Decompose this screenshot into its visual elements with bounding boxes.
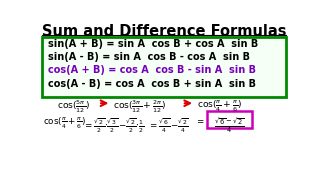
- FancyBboxPatch shape: [207, 111, 252, 128]
- Text: $\frac{\sqrt{6}-\sqrt{2}}{4}$: $\frac{\sqrt{6}-\sqrt{2}}{4}$: [214, 116, 244, 135]
- Text: $\mathrm{cos}(\frac{\pi}{4}+\frac{\pi}{6})$: $\mathrm{cos}(\frac{\pi}{4}+\frac{\pi}{6…: [196, 99, 242, 114]
- Text: cos(A - B) = cos A  cos B + sin A  sin B: cos(A - B) = cos A cos B + sin A sin B: [48, 79, 256, 89]
- Text: $=$: $=$: [195, 116, 205, 125]
- FancyBboxPatch shape: [42, 37, 286, 97]
- Text: sin(A - B) = sin A  cos B - cos A  sin B: sin(A - B) = sin A cos B - cos A sin B: [48, 52, 250, 62]
- Text: $\mathrm{cos}(\frac{3\pi}{12}+\frac{2\pi}{12})$: $\mathrm{cos}(\frac{3\pi}{12}+\frac{2\pi…: [113, 99, 166, 115]
- Text: $-\frac{\sqrt{2}}{4}$: $-\frac{\sqrt{2}}{4}$: [170, 116, 189, 135]
- Text: $\mathrm{cos}(\frac{\pi}{4}+\frac{\pi}{6})$: $\mathrm{cos}(\frac{\pi}{4}+\frac{\pi}{6…: [43, 116, 87, 131]
- Text: $\mathrm{cos}(\frac{5\pi}{12})$: $\mathrm{cos}(\frac{5\pi}{12})$: [57, 99, 90, 115]
- Text: cos(A + B) = cos A  cos B - sin A  sin B: cos(A + B) = cos A cos B - sin A sin B: [48, 66, 256, 75]
- Text: $=\frac{\sqrt{6}}{4}$: $=\frac{\sqrt{6}}{4}$: [148, 116, 171, 135]
- Text: $=\frac{\sqrt{2}}{2}{\cdot}\frac{\sqrt{3}}{2}$: $=\frac{\sqrt{2}}{2}{\cdot}\frac{\sqrt{3…: [84, 116, 119, 135]
- Text: $-\frac{\sqrt{2}}{2}{\cdot}\frac{1}{2}$: $-\frac{\sqrt{2}}{2}{\cdot}\frac{1}{2}$: [117, 116, 144, 135]
- Text: sin(A + B) = sin A  cos B + cos A  sin B: sin(A + B) = sin A cos B + cos A sin B: [48, 39, 258, 49]
- Text: Sum and Difference Formulas: Sum and Difference Formulas: [42, 24, 286, 39]
